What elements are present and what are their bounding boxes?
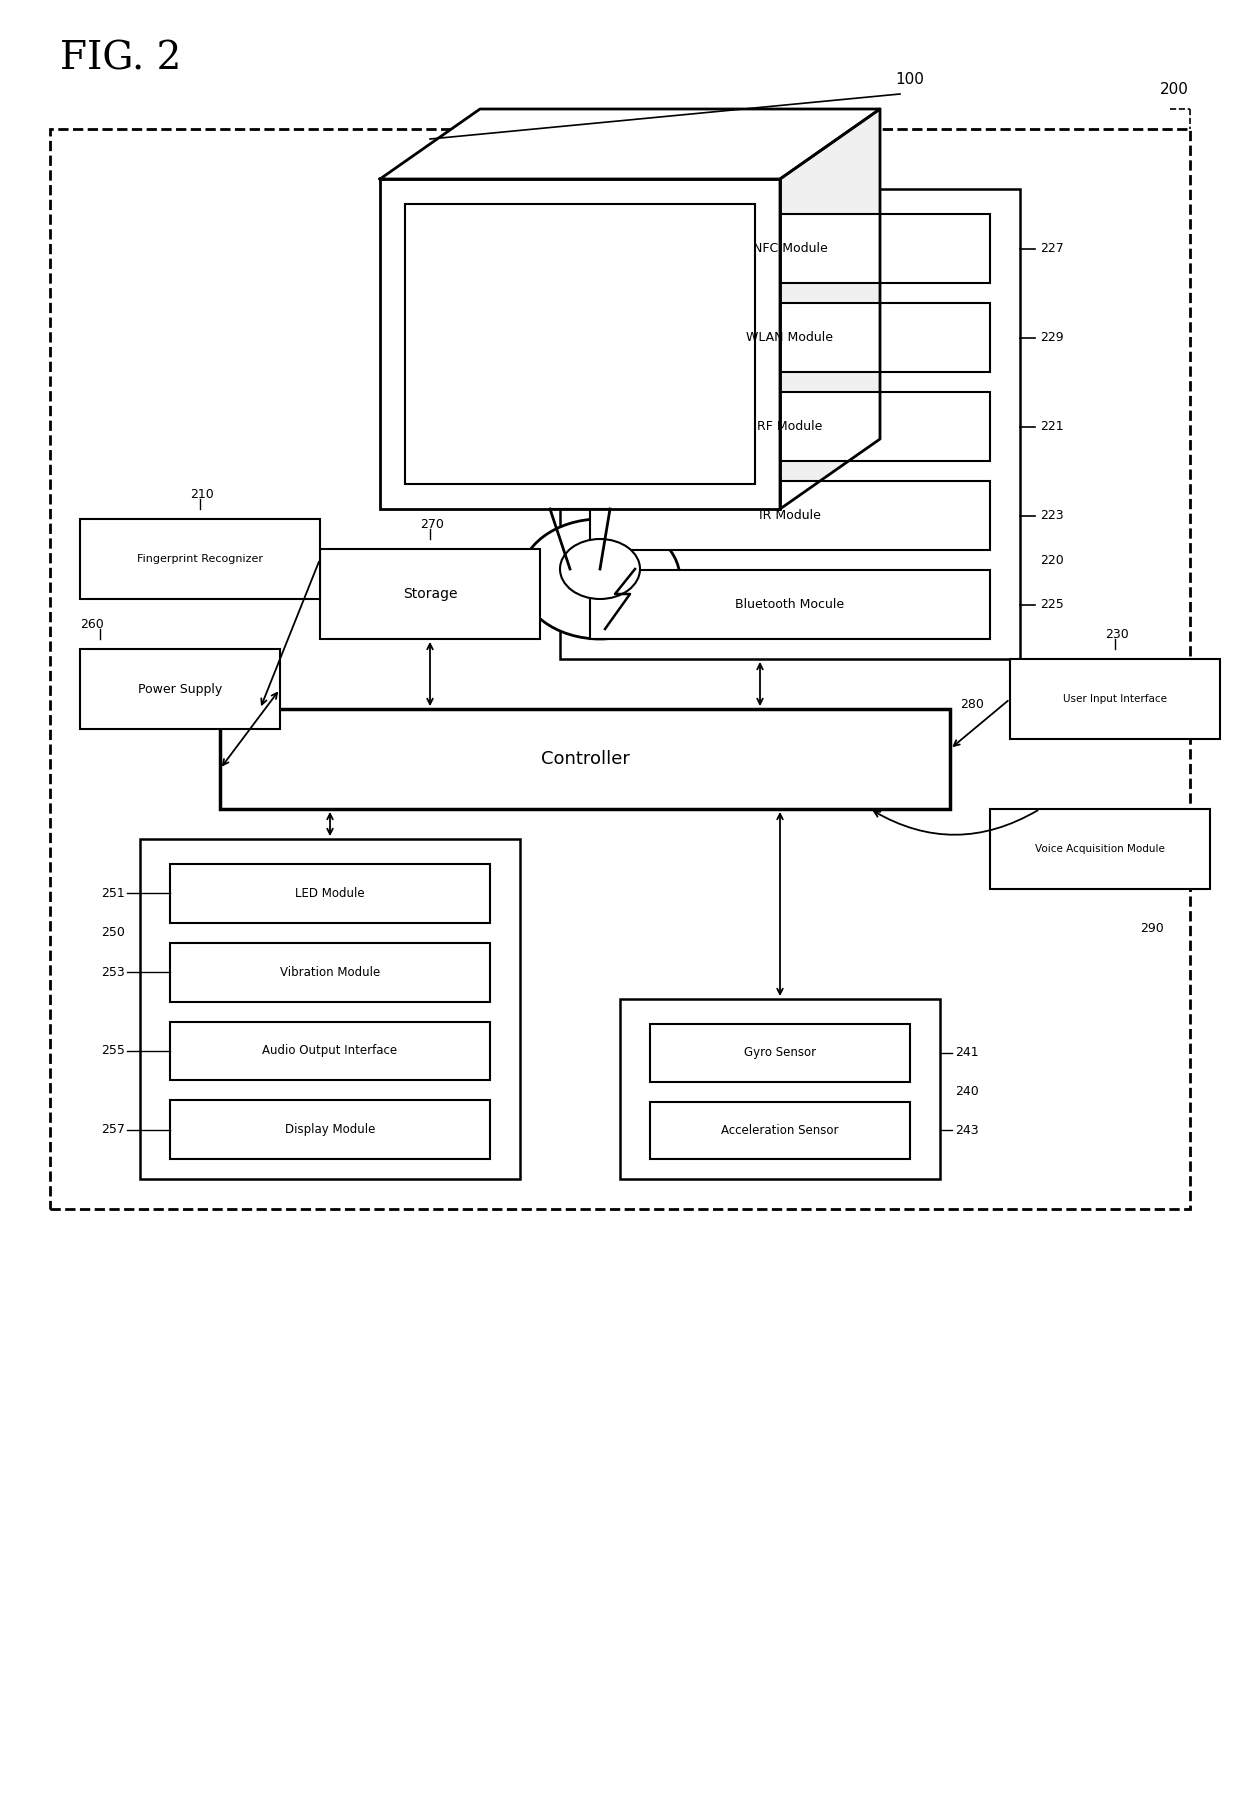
Text: 251: 251	[102, 886, 125, 899]
Text: 243: 243	[955, 1123, 978, 1136]
Text: 270: 270	[420, 517, 444, 530]
Text: LED Module: LED Module	[295, 886, 365, 899]
Text: 200: 200	[1159, 81, 1189, 96]
Ellipse shape	[520, 519, 680, 639]
Ellipse shape	[560, 539, 640, 599]
Text: 220: 220	[1040, 554, 1064, 566]
Bar	[590, 393, 990, 461]
Text: Display Module: Display Module	[285, 1123, 376, 1136]
Bar	[320, 548, 539, 639]
Text: 227: 227	[1040, 242, 1064, 255]
Text: Power Supply: Power Supply	[138, 682, 222, 695]
Text: User Input Interface: User Input Interface	[1063, 695, 1167, 704]
Text: Voice Acquisition Module: Voice Acquisition Module	[1035, 845, 1164, 854]
Text: Acceleration Sensor: Acceleration Sensor	[722, 1123, 838, 1136]
Bar	[560, 188, 1021, 658]
Bar	[650, 1024, 910, 1082]
Text: WLAN Module: WLAN Module	[746, 331, 833, 344]
Bar	[1011, 658, 1220, 740]
Bar	[990, 809, 1210, 888]
Text: 260: 260	[81, 617, 104, 631]
Bar	[170, 1100, 490, 1160]
Text: 225: 225	[1040, 599, 1064, 611]
Bar	[590, 481, 990, 550]
Bar	[650, 1102, 910, 1160]
Bar	[170, 942, 490, 1002]
Text: 210: 210	[190, 487, 213, 501]
Text: Vibration Module: Vibration Module	[280, 966, 381, 979]
Text: IR Module: IR Module	[759, 508, 821, 523]
Text: NFC Module: NFC Module	[753, 242, 827, 255]
Text: 241: 241	[955, 1046, 978, 1060]
Text: 221: 221	[1040, 420, 1064, 432]
Text: Fingerprint Recognizer: Fingerprint Recognizer	[136, 554, 263, 564]
Text: FIG. 2: FIG. 2	[60, 40, 181, 78]
Bar	[590, 213, 990, 282]
Text: 280: 280	[960, 698, 983, 711]
Text: 229: 229	[1040, 331, 1064, 344]
Bar	[590, 302, 990, 373]
Text: 257: 257	[102, 1123, 125, 1136]
Text: Gyro Sensor: Gyro Sensor	[744, 1046, 816, 1060]
Text: 290: 290	[1140, 923, 1164, 935]
Bar	[590, 570, 990, 639]
Bar	[219, 709, 950, 809]
Bar	[170, 865, 490, 923]
Bar	[620, 999, 940, 1179]
Bar	[81, 649, 280, 729]
Text: 253: 253	[102, 966, 125, 979]
Polygon shape	[780, 109, 880, 508]
Bar	[81, 519, 320, 599]
Bar	[170, 1022, 490, 1080]
Text: RF Module: RF Module	[758, 420, 822, 432]
Polygon shape	[379, 109, 880, 179]
Text: Bluetooth Mocule: Bluetooth Mocule	[735, 599, 844, 611]
Bar	[379, 179, 780, 508]
Text: 255: 255	[102, 1044, 125, 1058]
Bar	[405, 204, 755, 485]
Text: 223: 223	[1040, 508, 1064, 523]
Bar	[140, 839, 520, 1179]
Text: 240: 240	[955, 1085, 978, 1098]
Text: Audio Output Interface: Audio Output Interface	[263, 1044, 398, 1058]
Text: Storage: Storage	[403, 586, 458, 601]
Text: 100: 100	[895, 72, 925, 87]
Text: 230: 230	[1105, 628, 1128, 640]
Bar	[50, 128, 1190, 1208]
Text: Controller: Controller	[541, 751, 630, 769]
Text: 250: 250	[102, 926, 125, 939]
